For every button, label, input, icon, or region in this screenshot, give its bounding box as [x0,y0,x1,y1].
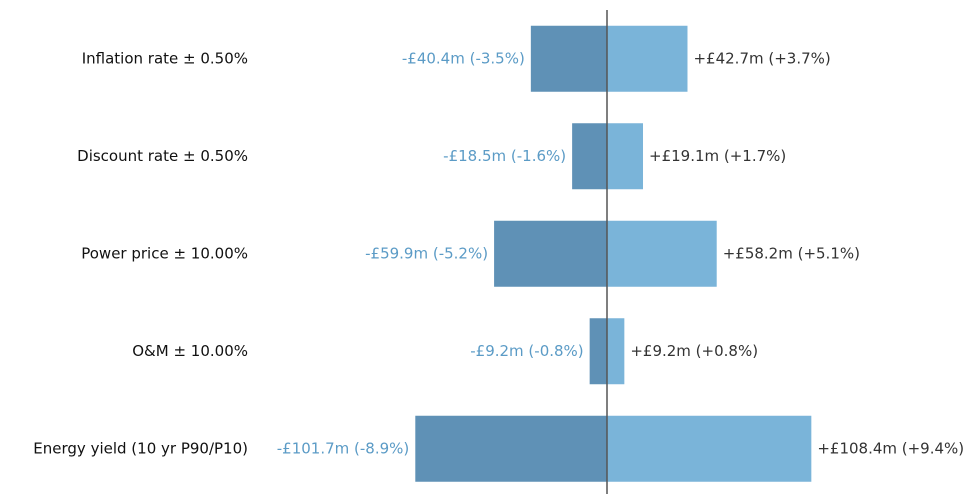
value-label: -£40.4m (-3.5%) [402,49,525,67]
bar [607,123,644,190]
bar [589,318,607,385]
category-label: Discount rate ± 0.50% [77,147,248,165]
value-label: +£108.4m (+9.4%) [817,439,964,457]
value-label: +£9.2m (+0.8%) [630,342,758,360]
bar [607,220,717,287]
bar [572,123,607,190]
value-label: -£9.2m (-0.8%) [470,342,583,360]
category-label: Inflation rate ± 0.50% [82,49,248,67]
value-label: +£58.2m (+5.1%) [723,244,860,262]
bar [607,415,812,482]
value-label: -£59.9m (-5.2%) [365,244,488,262]
value-label: +£42.7m (+3.7%) [693,49,830,67]
bar [607,318,625,385]
value-label: -£18.5m (-1.6%) [443,147,566,165]
category-label: Power price ± 10.00% [81,244,248,262]
bar [415,415,607,482]
value-label: +£19.1m (+1.7%) [649,147,786,165]
value-label: -£101.7m (-8.9%) [277,439,410,457]
bar [607,25,688,92]
category-label: Energy yield (10 yr P90/P10) [33,439,248,457]
category-label: O&M ± 10.00% [132,342,248,360]
bar [530,25,607,92]
bar [494,220,607,287]
